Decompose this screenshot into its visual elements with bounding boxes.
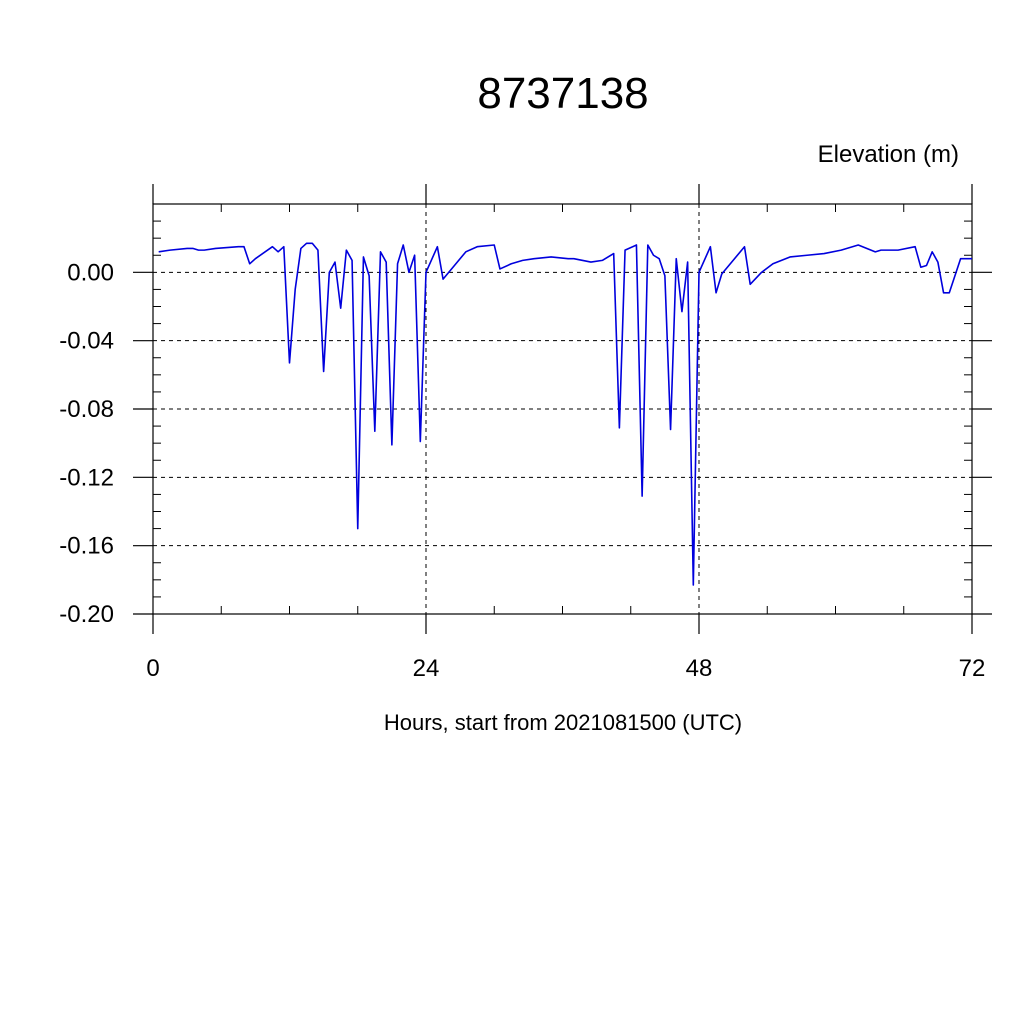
chart-title: 8737138 — [477, 69, 648, 118]
series-layer — [158, 242, 972, 586]
y-tick-label-2: -0.12 — [59, 464, 114, 491]
x-tick-label-2: 48 — [686, 655, 713, 682]
tick-labels: 0 24 48 72 -0.20 -0.16 -0.12 -0.08 -0.04 0.00 — [59, 259, 985, 682]
y-tick-label-0: -0.20 — [59, 601, 114, 628]
series-line-0 — [158, 242, 972, 586]
y-tick-label-5: 0.00 — [67, 259, 114, 286]
x-axis-label: Hours, start from 2021081500 (UTC) — [384, 710, 742, 735]
y-axis-unit-label: Elevation (m) — [818, 141, 959, 168]
y-tick-label-3: -0.08 — [59, 396, 114, 423]
grid-lines — [153, 204, 972, 614]
y-tick-label-1: -0.16 — [59, 533, 114, 560]
y-tick-label-4: -0.04 — [59, 328, 114, 355]
x-tick-label-3: 72 — [959, 655, 986, 682]
x-tick-label-0: 0 — [146, 655, 159, 682]
axis-ticks — [133, 184, 992, 634]
x-tick-label-1: 24 — [413, 655, 440, 682]
